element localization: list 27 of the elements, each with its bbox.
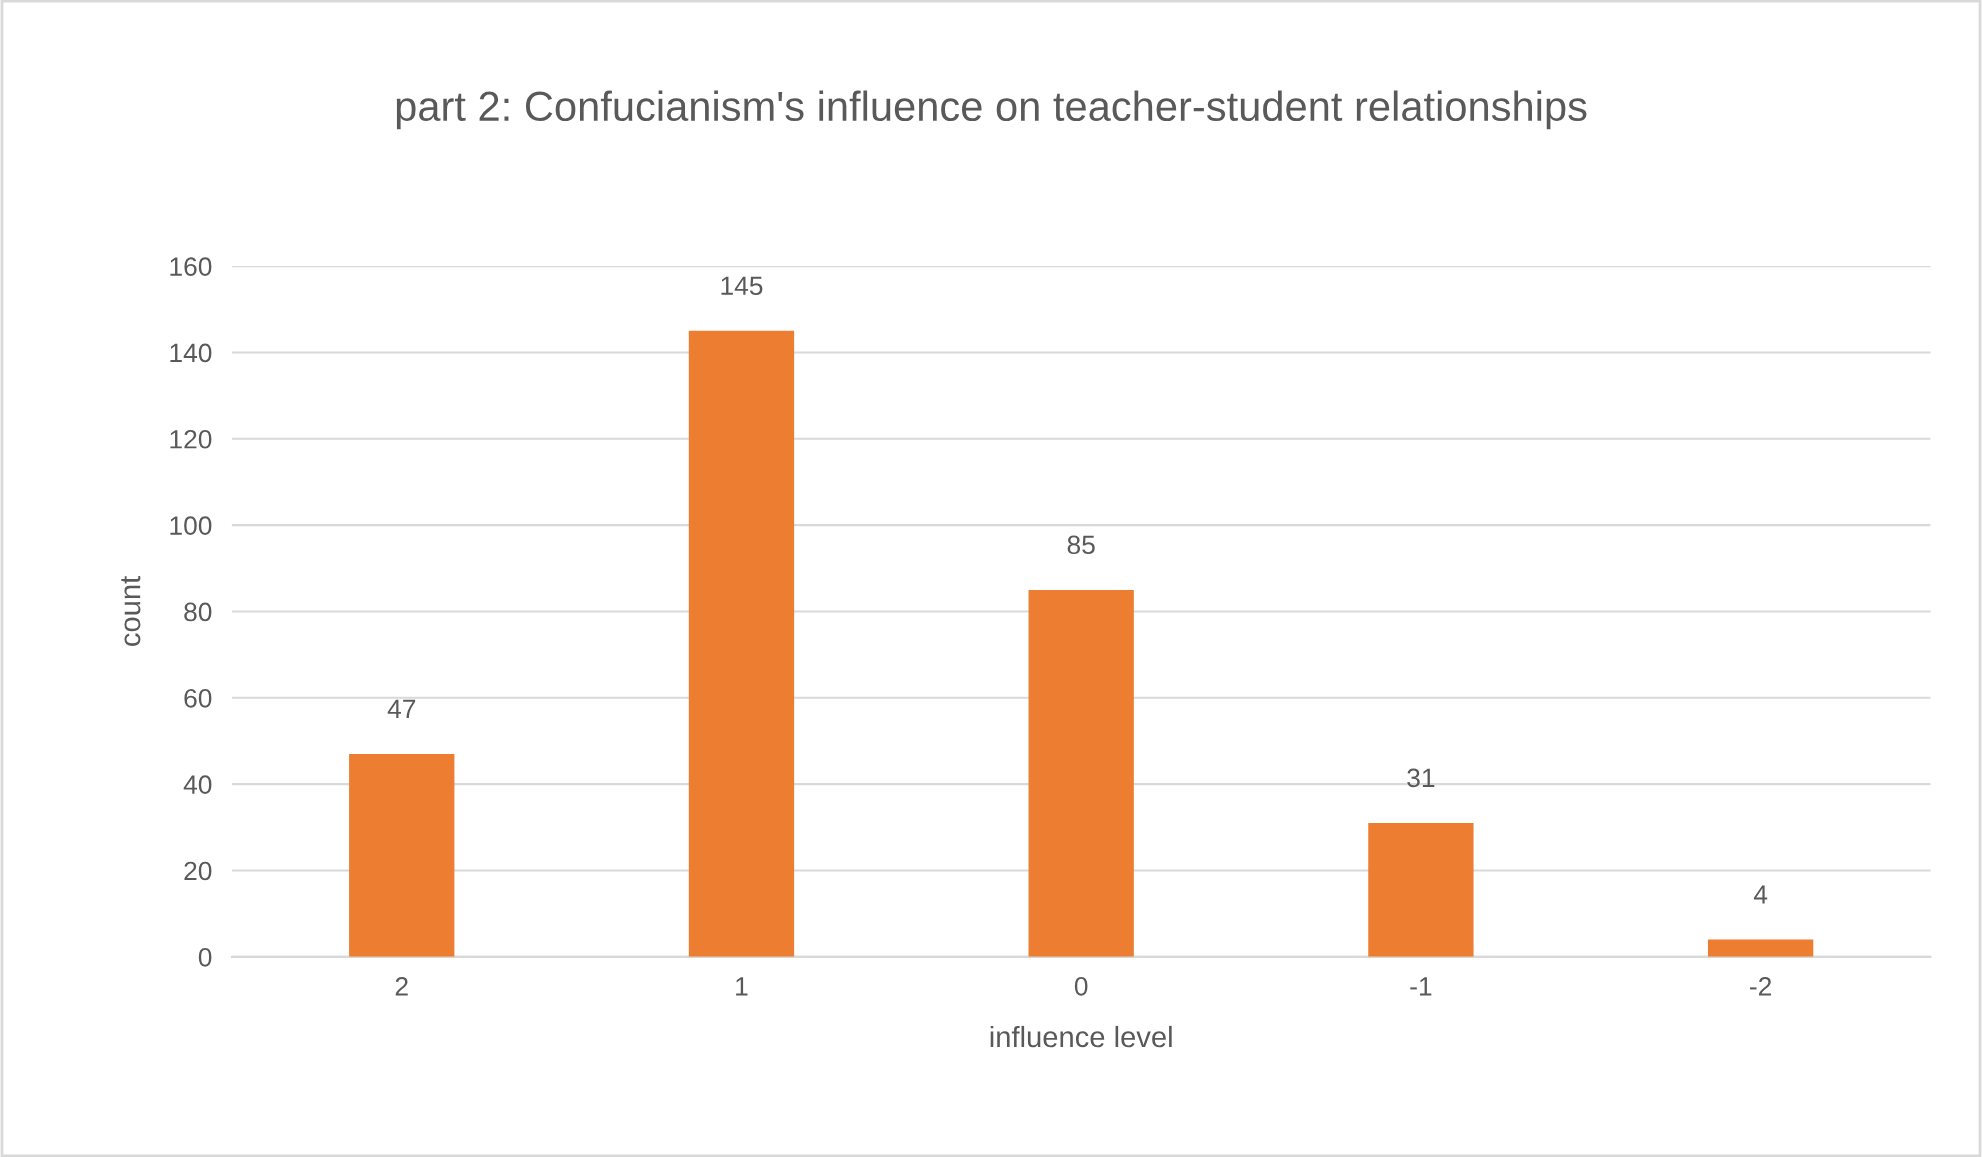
x-tick-label: -2 [1750, 976, 1772, 996]
y-tick-label: 40 [183, 775, 212, 794]
y-tick-label: 100 [170, 516, 212, 535]
y-tick-label: 140 [170, 343, 212, 363]
data-label: 47 [387, 699, 416, 718]
y-tick-label: 0 [198, 947, 212, 967]
y-tick-label: 80 [184, 602, 212, 622]
data-label: 31 [1407, 768, 1435, 788]
x-tick-label: 0 [1074, 976, 1088, 996]
x-tick-label: -1 [1410, 977, 1432, 996]
data-label: 145 [721, 276, 763, 296]
bar [688, 330, 795, 957]
bar [1028, 589, 1134, 957]
x-axis-title: influence level [990, 1025, 1172, 1048]
bar [349, 753, 455, 957]
data-label: 85 [1067, 535, 1095, 555]
bar [1707, 939, 1814, 957]
y-axis-title: count [121, 576, 141, 646]
y-tick-label: 20 [184, 861, 212, 881]
x-tick-label: 2 [395, 976, 408, 996]
y-tick-label: 120 [170, 429, 212, 449]
y-tick-label: 60 [184, 688, 212, 708]
y-tick-label: 160 [170, 257, 212, 276]
data-label: 4 [1753, 885, 1768, 904]
bar [1368, 823, 1474, 957]
chart-title: part 2: Confucianism's influence on teacher-student relationships [396, 90, 1587, 130]
x-tick-label: 1 [736, 977, 748, 996]
